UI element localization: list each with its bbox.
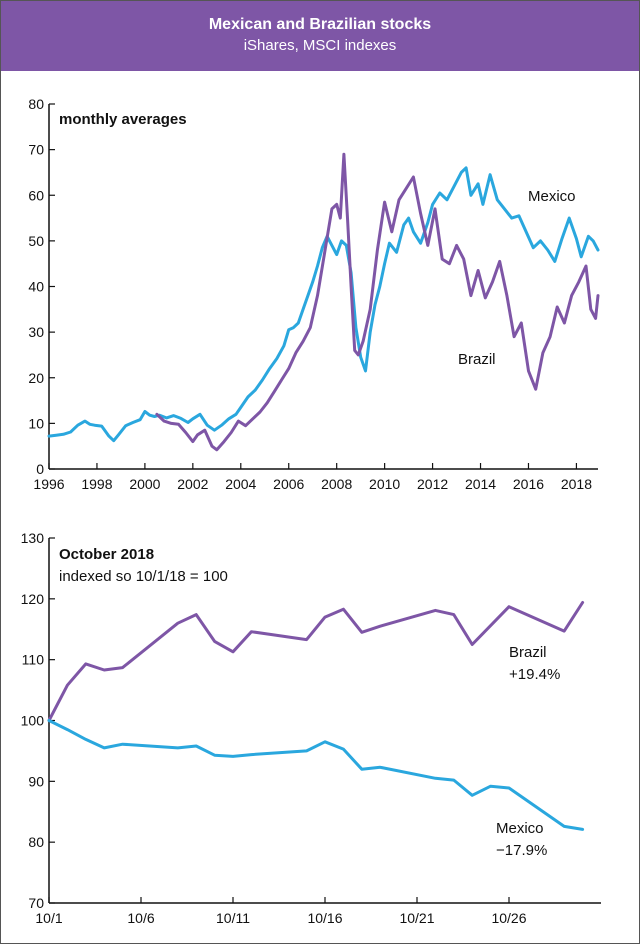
series-line-mexico: [47, 166, 600, 443]
x-tick-label: 2010: [369, 476, 400, 492]
y-tick-label: 10: [28, 415, 44, 431]
x-tick-label: 10/1: [35, 910, 62, 926]
y-tick-label: 40: [28, 279, 44, 295]
x-tick-label: 1996: [33, 476, 64, 492]
y-tick-label: 80: [28, 834, 44, 850]
y-tick-label: 110: [22, 652, 45, 668]
mexico-change-label: −17.9%: [496, 842, 547, 859]
top-chart-title: monthly averages: [59, 111, 187, 128]
chart-subtitle: iShares, MSCI indexes: [243, 37, 397, 54]
y-tick-label: 80: [28, 96, 44, 112]
mexico-index-label: Mexico: [496, 820, 544, 837]
x-tick-label: 2012: [417, 476, 448, 492]
chart-header: Mexican and Brazilian stocks iShares, MS…: [1, 1, 639, 71]
y-tick-label: 70: [28, 895, 44, 911]
y-tick-label: 130: [21, 530, 45, 546]
x-tick-label: 2002: [177, 476, 208, 492]
x-tick-label: 2016: [513, 476, 544, 492]
y-tick-label: 30: [28, 324, 44, 340]
mexico-line-label: Mexico: [528, 188, 576, 205]
x-tick-label: 10/21: [399, 910, 434, 926]
y-tick-label: 100: [21, 713, 45, 729]
brazil-change-label: +19.4%: [509, 666, 560, 683]
y-tick-label: 50: [28, 233, 44, 249]
y-tick-label: 120: [21, 591, 45, 607]
y-tick-label: 70: [28, 142, 44, 158]
y-tick-label: 20: [28, 370, 44, 386]
bottom-chart-subtitle: indexed so 10/1/18 = 100: [59, 568, 228, 585]
x-tick-label: 10/11: [216, 910, 250, 926]
y-tick-label: 60: [28, 187, 44, 203]
series-line-brazil: [155, 152, 600, 452]
x-tick-label: 10/16: [307, 910, 342, 926]
chart-title: Mexican and Brazilian stocks: [208, 16, 432, 33]
charts-canvas: monthly averages Mexico Brazil October 2…: [21, 96, 601, 926]
y-tick-label: 90: [28, 773, 44, 789]
y-tick-label: 0: [36, 461, 44, 477]
brazil-line-label: Brazil: [458, 351, 496, 368]
x-tick-label: 1998: [81, 476, 112, 492]
x-tick-label: 2004: [225, 476, 256, 492]
x-tick-label: 2008: [321, 476, 352, 492]
x-tick-label: 2014: [465, 476, 496, 492]
x-tick-label: 2018: [561, 476, 592, 492]
bottom-chart-title: October 2018: [59, 546, 154, 563]
x-tick-label: 10/6: [127, 910, 154, 926]
x-tick-label: 10/26: [491, 910, 526, 926]
series-line-brazil: [47, 601, 585, 722]
x-tick-label: 2006: [273, 476, 304, 492]
brazil-index-label: Brazil: [509, 644, 547, 661]
x-tick-label: 2000: [129, 476, 160, 492]
series-line-mexico: [47, 719, 585, 831]
